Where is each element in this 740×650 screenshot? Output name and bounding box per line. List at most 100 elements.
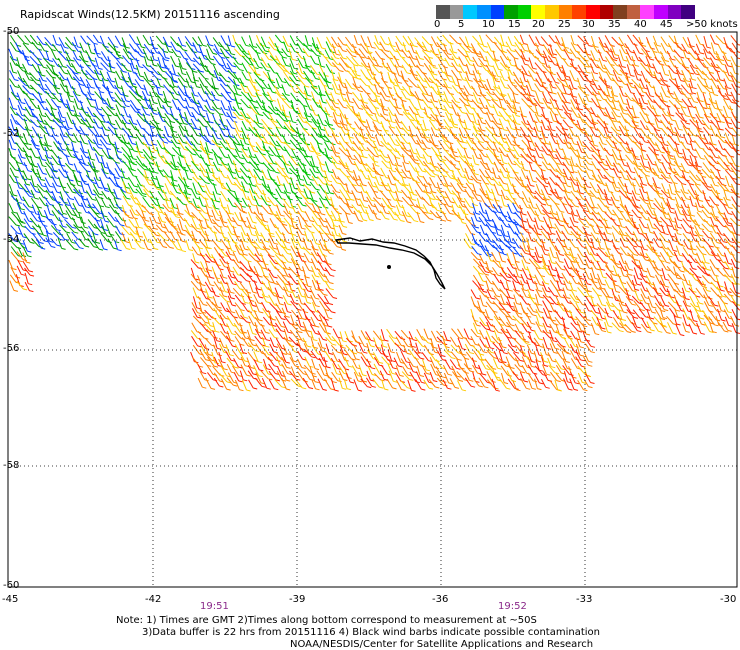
wind-barb [437,56,445,68]
wind-barb [150,71,158,80]
wind-barb [534,55,542,64]
wind-barb [367,55,375,66]
wind-barb [142,148,151,159]
wind-barb [241,188,247,199]
wind-barb-flag [13,194,18,197]
wind-barb [520,84,527,95]
wind-barb-flag [343,106,348,109]
wind-barb-flag [25,59,30,62]
wind-barb [393,72,399,83]
wind-barb-flag [682,183,687,186]
wind-barb [562,119,570,128]
wind-barb [605,182,610,192]
wind-barb-flag [182,68,187,70]
wind-barb-flag [453,126,459,129]
wind-barb-flag [258,122,263,125]
wind-barb-flag [580,165,585,168]
wind-barb-flag [428,56,434,59]
wind-barb-flag [84,164,89,167]
wind-barb-flag [203,109,208,112]
wind-barb [569,92,577,104]
wind-barb [652,35,658,46]
wind-barb [248,79,256,90]
wind-barb [387,85,391,95]
wind-barb-flag [686,80,691,83]
wind-barb [127,76,134,87]
wind-barb-flag [594,79,599,82]
wind-barb [668,174,675,183]
wind-barb-flag [282,81,287,84]
wind-barb-flag [453,123,459,126]
wind-barb [354,48,362,58]
wind-barb-flag [173,81,179,83]
wind-barb [415,182,423,192]
wind-barb [402,86,411,96]
wind-barb-flag [699,52,705,55]
wind-barb [289,76,297,85]
wind-barb-flag [401,56,406,59]
wind-barb [723,105,729,118]
wind-barb-flag [335,92,341,95]
wind-barb-flag [306,183,312,186]
wind-barb [535,49,543,57]
wind-barb [302,195,309,204]
wind-barb [660,119,668,129]
wind-barb [164,125,169,137]
wind-barb-flag [218,52,223,55]
wind-barb [554,83,563,94]
wind-barb [157,56,162,68]
wind-barb [330,183,337,192]
wind-barb [156,63,163,72]
wind-barb-flag [210,143,215,146]
wind-barb [477,42,485,53]
wind-barb-flag [664,144,669,147]
wind-barb [610,57,618,66]
wind-barb [465,50,471,61]
wind-barb [619,49,624,61]
wind-barb-flag [259,114,264,117]
wind-barb-flag [300,184,305,187]
wind-barb [72,170,78,182]
wind-barb [451,76,456,86]
wind-barb [395,41,400,51]
wind-barb [626,34,634,45]
wind-barb [255,43,264,54]
wind-barb [697,57,705,68]
wind-barb-flag [358,64,363,67]
wind-barb-flag [706,57,711,60]
wind-barb-flag [336,191,341,194]
wind-barb [633,43,640,54]
wind-barb [241,62,248,73]
wind-barb-flag [273,58,279,61]
wind-barb-flag [135,43,140,46]
wind-barb [256,35,262,46]
wind-barb [673,91,680,102]
wind-barb-flag [413,45,418,48]
wind-barb-flag [495,177,500,180]
wind-barb-flag [160,136,165,139]
wind-barb [506,56,512,66]
wind-barb-flag [379,174,384,177]
wind-barb-flag [503,79,509,82]
wind-barb [205,35,210,46]
wind-barb-flag [280,167,286,170]
wind-barb [674,65,681,75]
wind-barb [486,78,492,90]
wind-barb [563,78,570,89]
wind-barb [346,55,355,66]
wind-barb [52,77,57,89]
wind-barb-flag [397,107,402,110]
wind-barb [387,106,394,116]
wind-barb [505,64,513,76]
wind-barb-flag [14,79,19,82]
wind-barb-flag [384,113,389,116]
wind-barb-flag [519,81,524,84]
wind-barb-flag [561,92,567,95]
wind-barb-flag [352,55,357,58]
wind-barb-flag [532,207,538,210]
wind-barb [318,76,324,86]
wind-barb-flag [379,144,384,147]
wind-barb [324,78,330,89]
wind-barb-flag [182,203,188,206]
wind-barb-flag [434,135,440,138]
